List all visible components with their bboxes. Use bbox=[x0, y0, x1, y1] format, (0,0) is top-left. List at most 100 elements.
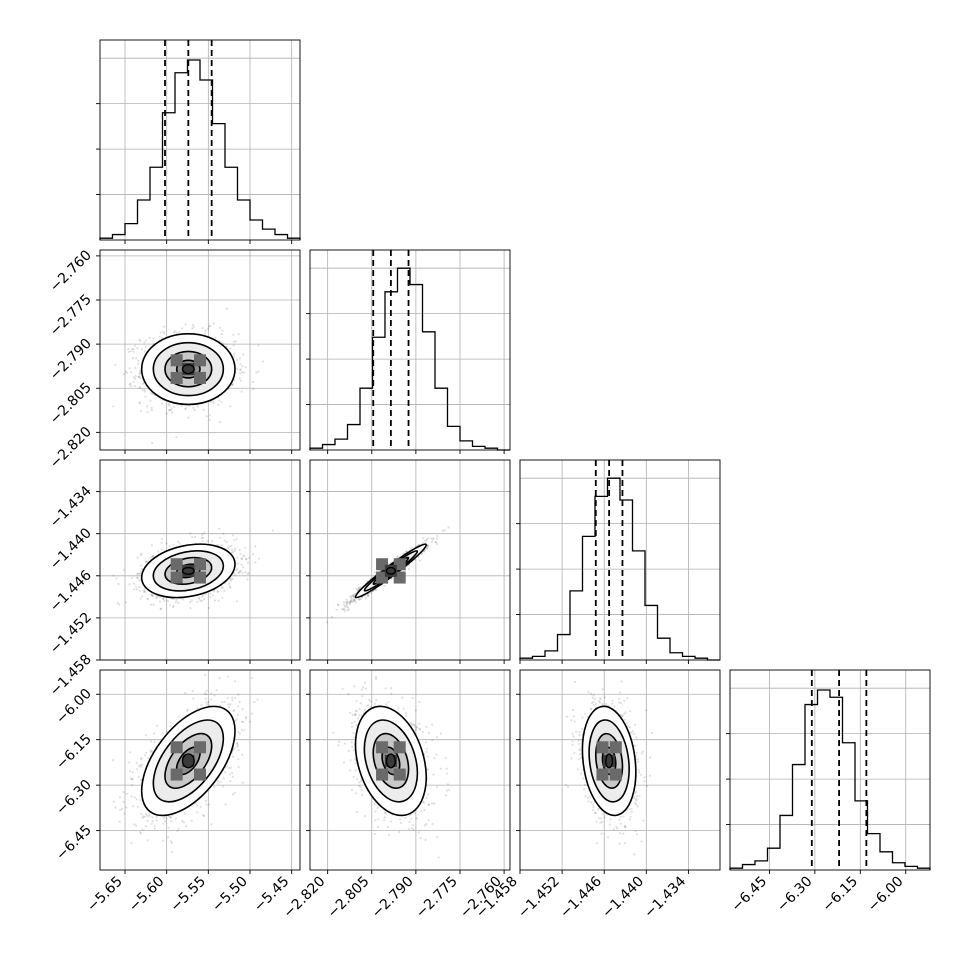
sample-point bbox=[193, 408, 196, 412]
sample-point bbox=[144, 560, 147, 564]
sample-point bbox=[236, 562, 240, 565]
sample-point bbox=[209, 592, 212, 595]
sample-point bbox=[138, 579, 141, 582]
sample-point bbox=[348, 602, 352, 606]
sample-point bbox=[208, 418, 211, 421]
sample-point bbox=[115, 577, 118, 580]
sample-point bbox=[258, 557, 261, 560]
sample-point bbox=[218, 527, 221, 531]
sample-point bbox=[182, 598, 185, 601]
sample-point bbox=[375, 589, 378, 592]
sample-point bbox=[114, 363, 117, 366]
sample-point bbox=[240, 557, 243, 560]
sample-point bbox=[184, 323, 187, 326]
sample-point bbox=[184, 407, 187, 410]
sample-point bbox=[141, 828, 144, 831]
sample-point bbox=[443, 529, 446, 532]
sample-point bbox=[239, 368, 242, 371]
density-cells bbox=[170, 354, 206, 384]
sample-point bbox=[229, 347, 232, 350]
sample-point bbox=[134, 375, 137, 378]
sample-point bbox=[351, 600, 354, 603]
sample-point bbox=[161, 402, 164, 405]
sample-point bbox=[160, 548, 163, 551]
sample-point bbox=[242, 353, 245, 356]
sample-point bbox=[207, 803, 211, 806]
sample-point bbox=[167, 403, 170, 406]
sample-point bbox=[255, 371, 258, 374]
sample-point bbox=[248, 556, 251, 560]
sample-point bbox=[352, 595, 355, 598]
sample-point bbox=[136, 347, 139, 350]
sample-point bbox=[200, 595, 203, 598]
sample-point bbox=[434, 540, 437, 543]
sample-point bbox=[426, 544, 429, 547]
sample-point bbox=[427, 544, 430, 548]
sample-point bbox=[235, 569, 238, 572]
sample-point bbox=[125, 792, 128, 795]
sample-point bbox=[160, 538, 163, 541]
panel-frame bbox=[309, 249, 511, 451]
sample-point bbox=[436, 535, 439, 538]
sample-point bbox=[192, 406, 195, 409]
sample-point bbox=[218, 399, 221, 402]
sample-point bbox=[326, 621, 329, 624]
sample-point bbox=[140, 779, 143, 782]
sample-point bbox=[201, 540, 204, 543]
sample-point bbox=[431, 538, 434, 541]
sample-point bbox=[238, 700, 241, 704]
sample-point bbox=[150, 740, 153, 743]
sample-point bbox=[172, 543, 175, 546]
sample-point bbox=[200, 536, 203, 540]
sample-point bbox=[175, 331, 178, 334]
panel-frame bbox=[519, 459, 721, 661]
sample-point bbox=[191, 323, 194, 326]
density-cell bbox=[170, 354, 183, 367]
panel-frame bbox=[99, 459, 301, 661]
sample-point bbox=[349, 595, 352, 598]
sample-point bbox=[402, 552, 405, 555]
sample-point bbox=[201, 594, 204, 597]
sample-point bbox=[114, 806, 117, 809]
sample-point bbox=[244, 546, 247, 549]
sample-point bbox=[139, 597, 142, 600]
sample-point bbox=[211, 594, 214, 597]
sample-point bbox=[165, 412, 168, 415]
sample-point bbox=[170, 820, 173, 823]
sample-point bbox=[150, 593, 153, 596]
density-cell bbox=[170, 371, 183, 384]
sample-point bbox=[236, 358, 239, 361]
sample-point bbox=[239, 552, 242, 555]
sample-point bbox=[122, 568, 126, 571]
sample-point bbox=[233, 791, 236, 794]
sample-point bbox=[132, 380, 135, 383]
sample-point bbox=[116, 602, 119, 605]
sample-point bbox=[343, 605, 347, 608]
hist-grid bbox=[100, 40, 300, 240]
sample-point bbox=[246, 572, 249, 575]
sample-point bbox=[168, 409, 171, 412]
sample-point bbox=[205, 700, 208, 704]
sample-point bbox=[118, 796, 122, 799]
sample-point bbox=[138, 572, 141, 576]
sample-point bbox=[235, 600, 238, 603]
sample-point bbox=[220, 586, 223, 590]
sample-point bbox=[127, 350, 130, 353]
sample-point bbox=[155, 597, 158, 600]
sample-point bbox=[173, 329, 176, 332]
sample-point bbox=[423, 539, 426, 542]
sample-point bbox=[432, 537, 435, 540]
sample-point bbox=[241, 571, 244, 575]
sample-point bbox=[345, 605, 348, 608]
sample-point bbox=[139, 410, 142, 413]
sample-point bbox=[150, 409, 153, 412]
sample-point bbox=[143, 390, 146, 393]
sample-point bbox=[422, 537, 425, 540]
sample-point bbox=[118, 820, 121, 823]
sample-point bbox=[138, 386, 141, 390]
sample-point bbox=[425, 539, 428, 542]
sample-point bbox=[213, 786, 216, 789]
sample-point bbox=[151, 442, 154, 445]
sample-point bbox=[212, 322, 215, 325]
density-cell bbox=[182, 363, 195, 376]
